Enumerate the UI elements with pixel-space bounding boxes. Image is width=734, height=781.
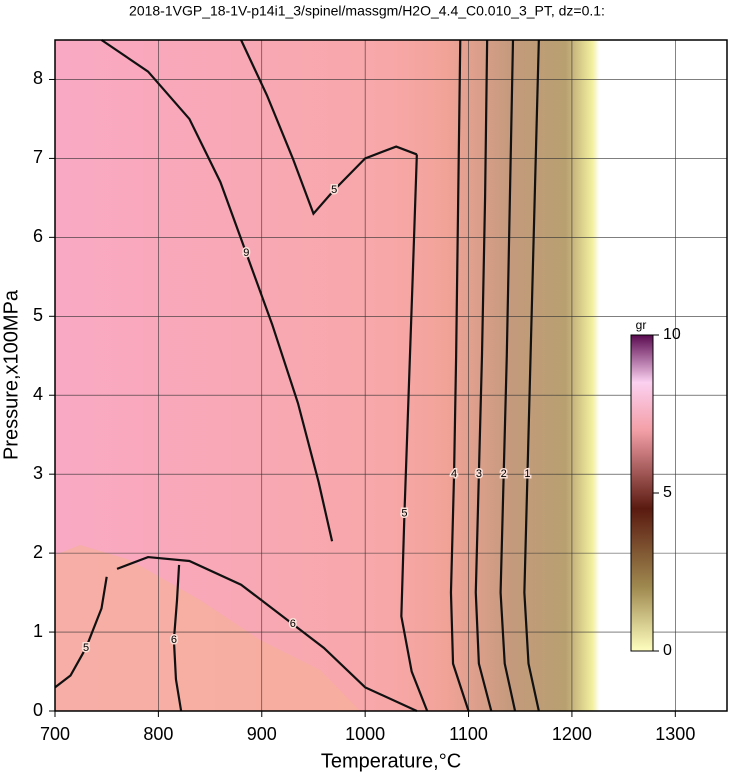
contour-label: 9 [243, 247, 249, 259]
plot-frame [54, 39, 728, 712]
y-tick-label: 3 [33, 463, 43, 483]
y-tick-label: 7 [33, 147, 43, 167]
contour-line [523, 39, 540, 712]
contour-label: 6 [171, 634, 177, 646]
contour-label: 5 [83, 642, 89, 654]
contour-line [449, 39, 470, 712]
x-tick-label: 1300 [655, 724, 695, 744]
contour-label: 4 [451, 468, 457, 480]
y-axis-label: Pressure,x100MPa [0, 289, 22, 460]
contour-line [172, 564, 183, 712]
contour-label: 3 [476, 468, 482, 480]
colorbar-tick-label: 5 [663, 484, 672, 501]
colorbar-tick-label: 10 [663, 326, 681, 343]
y-tick-label: 4 [33, 384, 43, 404]
contour-line [100, 39, 334, 542]
x-tick-label: 1200 [552, 724, 592, 744]
contour-line [116, 555, 418, 713]
contours: 9 5 5 4 3 2 1 6 5 6 [54, 39, 540, 713]
y-tick-label: 8 [33, 68, 43, 88]
y-tick-label: 1 [33, 621, 43, 641]
contour-line [240, 39, 418, 216]
x-tick-label: 900 [247, 724, 277, 744]
colorbar-tick-label: 0 [663, 642, 672, 659]
y-tick-label: 6 [33, 226, 43, 246]
contour-line [499, 39, 517, 712]
y-tick-label: 2 [33, 542, 43, 562]
contour-label: 5 [331, 184, 337, 196]
x-tick-label: 700 [40, 724, 70, 744]
y-tick-label: 0 [33, 700, 43, 720]
x-tick-label: 1100 [449, 724, 488, 744]
contour-label: 6 [290, 618, 296, 630]
colorbar-label: gr [636, 318, 647, 332]
contour-label: 1 [524, 468, 530, 480]
contour-label: 2 [501, 468, 507, 480]
contour-line [400, 154, 429, 712]
contour-line [474, 39, 493, 712]
y-tick-label: 5 [33, 305, 43, 325]
lower-region [55, 545, 360, 711]
x-tick-label: 1000 [345, 724, 385, 744]
x-axis-label: Temperature,°C [321, 750, 461, 772]
contour-line [54, 576, 108, 689]
contour-label: 5 [401, 508, 407, 520]
x-tick-label: 800 [143, 724, 173, 744]
axes: 700 800 900 1000 1100 1200 1300 0 1 2 3 4 5 6 7 8 0 5 10 [33, 68, 695, 744]
chart-title: 2018-1VGP_18-1V-p14i1_3/spinel/massgm/H2… [129, 3, 605, 19]
colorbar [630, 334, 654, 652]
